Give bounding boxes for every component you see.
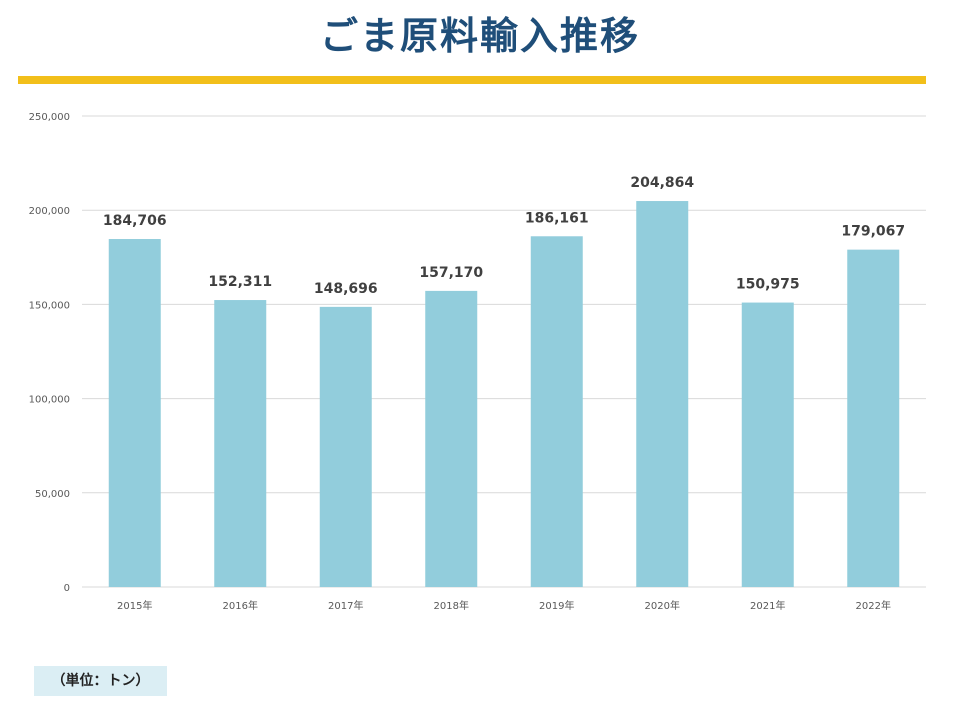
bars: [108, 201, 900, 588]
x-axis-tick-labels: 2015年 2016年 2017年 2018年 2019年 2020年 2021年 2022年: [117, 599, 891, 612]
x-tick-label: 2018年: [434, 599, 469, 612]
y-axis-tick-labels: 0 50,000 100,000 150,000 200,000 250,000: [29, 112, 70, 594]
bar: [319, 306, 372, 587]
unit-note: （単位：トン）: [34, 666, 167, 696]
data-label: 204,864: [630, 175, 694, 191]
data-label: 179,067: [841, 224, 905, 240]
y-tick-label: 0: [64, 583, 70, 594]
bar: [636, 201, 689, 587]
bar: [847, 249, 900, 588]
y-tick-label: 150,000: [29, 300, 70, 311]
x-tick-label: 2015年: [117, 599, 152, 612]
bar: [425, 290, 478, 587]
gridlines: [82, 115, 926, 588]
x-tick-label: 2021年: [750, 599, 785, 612]
data-label: 157,170: [419, 265, 483, 281]
bar-chart: 0 50,000 100,000 150,000 200,000 250,000 2015…: [29, 112, 926, 612]
data-label: 186,161: [525, 210, 589, 226]
bar: [741, 302, 794, 587]
x-tick-label: 2020年: [645, 599, 680, 612]
bar: [108, 239, 161, 587]
x-tick-label: 2017年: [328, 599, 363, 612]
data-label: 152,311: [208, 274, 272, 290]
bar: [214, 300, 267, 587]
x-tick-label: 2016年: [223, 599, 258, 612]
title-underline: [18, 76, 926, 84]
x-tick-label: 2022年: [856, 599, 891, 612]
y-tick-label: 200,000: [29, 206, 70, 217]
data-label: 150,975: [736, 277, 800, 293]
y-tick-label: 100,000: [29, 395, 70, 406]
page-title: ごま原料輸入推移: [319, 14, 640, 58]
data-label: 184,706: [103, 213, 167, 229]
y-tick-label: 250,000: [29, 112, 70, 123]
data-labels: 184,706 152,311 148,696 157,170 186,161 204,8…: [103, 175, 905, 297]
bar: [530, 236, 583, 587]
data-label: 148,696: [314, 281, 378, 297]
y-tick-label: 50,000: [35, 489, 70, 500]
x-tick-label: 2019年: [539, 599, 574, 612]
